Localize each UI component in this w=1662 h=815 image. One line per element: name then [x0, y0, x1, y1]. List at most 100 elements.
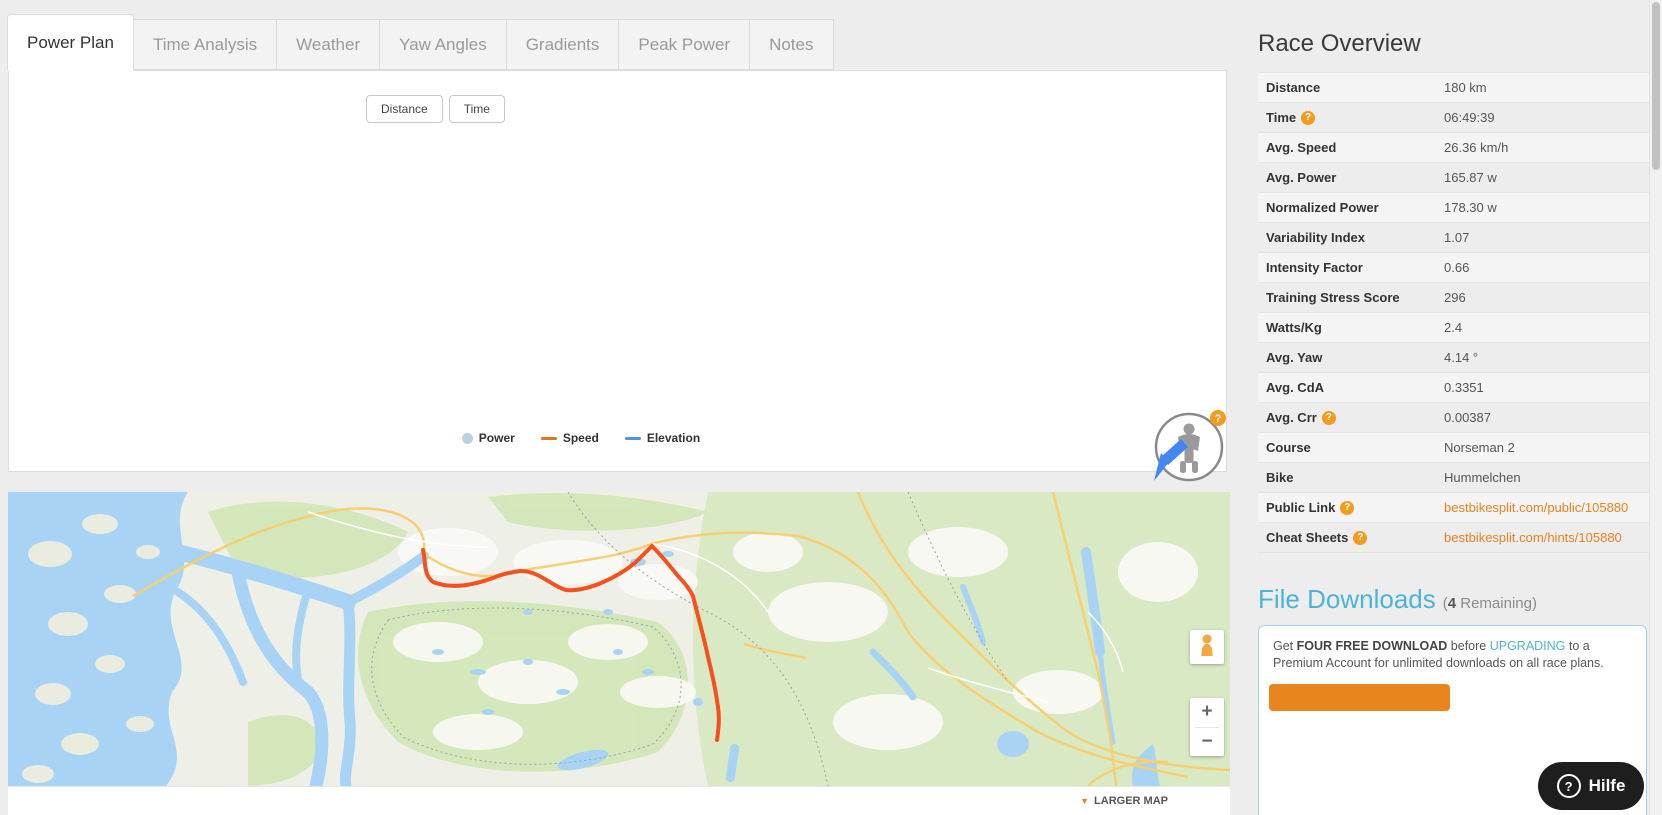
table-row-cheat-sheets: Cheat Sheets? bestbikesplit.com/hints/105…: [1258, 523, 1650, 553]
roads: [132, 492, 1230, 786]
promo-bold: FOUR FREE DOWNLOAD: [1296, 639, 1448, 653]
race-route-line[interactable]: [421, 544, 721, 742]
tab-yaw-angles[interactable]: Yaw Angles: [379, 19, 507, 70]
row-label: Time: [1266, 110, 1297, 125]
tab-bar: Power Plan Time Analysis Weather Yaw Angles…: [7, 14, 1227, 71]
elevation-swatch-icon: [624, 436, 641, 440]
divider: [1195, 726, 1219, 728]
table-row-public-link: Public Link? bestbikesplit.com/public/105…: [1258, 493, 1650, 523]
wind-direction-arrow-icon: [1154, 439, 1188, 481]
legend-item-power[interactable]: Power: [461, 431, 515, 445]
row-label: Avg. Power: [1266, 170, 1337, 185]
minor-roads: [307, 511, 1124, 703]
help-button[interactable]: ? Hilfe: [1538, 762, 1644, 810]
rider-help-icon[interactable]: ?: [1210, 410, 1226, 426]
table-row-avg-speed: Avg. Speed 26.36 km/h: [1258, 133, 1650, 163]
table-row-bike: Bike Hummelchen: [1258, 463, 1650, 493]
row-label: Normalized Power: [1266, 200, 1379, 215]
promo-text: to a Premium Account for unlimited downl…: [1273, 639, 1604, 670]
time-toggle-button[interactable]: Time: [448, 95, 505, 123]
row-value: 1.07: [1444, 230, 1470, 245]
row-value: Norseman 2: [1444, 440, 1515, 455]
help-icon[interactable]: ?: [1340, 500, 1355, 515]
help-icon[interactable]: ?: [1321, 410, 1336, 425]
table-row-intensity-factor: Intensity Factor 0.66: [1258, 253, 1650, 283]
map-canvas[interactable]: [8, 492, 1230, 786]
download-button-erg-power[interactable]: [1269, 683, 1450, 711]
right-panel: Race Overview Distance 180 km Time? 06:49:3…: [1258, 0, 1650, 815]
file-downloads-header: File Downloads (4 Remaining): [1258, 584, 1537, 615]
promo-text: before: [1447, 639, 1490, 653]
table-row-watts-kg: Watts/Kg 2.4: [1258, 313, 1650, 343]
distance-toggle-button[interactable]: Distance: [366, 95, 443, 123]
scrollbar-thumb[interactable]: [1652, 2, 1660, 170]
row-value: 06:49:39: [1444, 110, 1495, 125]
row-value-link[interactable]: bestbikesplit.com/hints/105880: [1444, 530, 1622, 545]
row-label: Bike: [1266, 470, 1294, 485]
lakes: [432, 551, 1160, 786]
svg-text:?: ?: [1215, 413, 1222, 425]
row-value: 0.66: [1444, 260, 1470, 275]
tab-power-plan[interactable]: Power Plan: [7, 14, 134, 71]
table-row-time: Time? 06:49:39: [1258, 103, 1650, 133]
street-view-pegman-control[interactable]: [1190, 630, 1224, 664]
power-swatch-icon: [461, 432, 473, 444]
question-mark-icon: ?: [1556, 774, 1581, 798]
legend-label: Elevation: [646, 431, 701, 445]
row-label: Avg. Yaw: [1266, 350, 1323, 365]
upgrading-link[interactable]: UPGRADING: [1489, 639, 1566, 653]
row-value-link[interactable]: bestbikesplit.com/public/105880: [1444, 500, 1629, 515]
row-value: 180 km: [1444, 80, 1487, 95]
legend-label: Power: [478, 431, 515, 445]
tab-time-analysis[interactable]: Time Analysis: [132, 19, 278, 70]
row-label: Training Stress Score: [1266, 290, 1400, 305]
promo-text: Get: [1273, 639, 1297, 653]
legend-item-elevation[interactable]: Elevation: [624, 431, 701, 445]
help-icon[interactable]: ?: [1353, 530, 1368, 545]
wind-rider-widget: ?: [1154, 410, 1226, 482]
tab-gradients[interactable]: Gradients: [505, 19, 620, 70]
tab-notes[interactable]: Notes: [749, 19, 834, 70]
table-row-variability-index: Variability Index 1.07: [1258, 223, 1650, 253]
help-icon[interactable]: ?: [1301, 110, 1316, 125]
map-zoom-control: + −: [1190, 698, 1224, 756]
power-speed-elevation-chart[interactable]: [9, 137, 1228, 427]
legend-label: Speed: [562, 431, 599, 445]
row-value: 4.14 °: [1444, 350, 1479, 365]
speed-swatch-icon: [540, 436, 557, 440]
zoom-out-button[interactable]: −: [1201, 730, 1213, 752]
larger-map-label: LARGER MAP: [1094, 795, 1168, 807]
row-label: Intensity Factor: [1266, 260, 1363, 275]
chart-legend: Power Speed Elevation: [89, 431, 1073, 445]
row-value: 0.00387: [1444, 410, 1491, 425]
table-row-avg-power: Avg. Power 165.87 w: [1258, 163, 1650, 193]
pegman-icon: [1201, 634, 1213, 656]
row-label: Public Link: [1266, 500, 1336, 515]
islands: [22, 514, 160, 783]
row-value: 165.87 w: [1444, 170, 1497, 185]
table-row-normalized-power: Normalized Power 178.30 w: [1258, 193, 1650, 223]
remaining-count: 4: [1447, 595, 1457, 612]
downloads-remaining: (4 Remaining): [1443, 595, 1537, 613]
mountain-patches: [393, 527, 1198, 750]
larger-map-button[interactable]: ▼ LARGER MAP: [1080, 795, 1168, 807]
row-value: 2.4: [1444, 320, 1463, 335]
legend-item-speed[interactable]: Speed: [540, 431, 599, 445]
table-row-course: Course Norseman 2: [1258, 433, 1650, 463]
remaining-open: (: [1442, 595, 1448, 612]
row-value: Hummelchen: [1444, 470, 1521, 485]
row-value: 296: [1444, 290, 1466, 305]
row-label: Cheat Sheets: [1266, 530, 1349, 545]
rivers: [869, 547, 1116, 745]
tab-peak-power[interactable]: Peak Power: [618, 19, 751, 70]
tab-weather[interactable]: Weather: [276, 19, 381, 70]
chart-mode-toggle: Distance Time: [366, 95, 505, 123]
page-scrollbar: [1649, 0, 1662, 815]
zoom-in-button[interactable]: +: [1201, 701, 1213, 723]
race-overview-table: Distance 180 km Time? 06:49:39 Avg. Speed 26.…: [1258, 72, 1650, 553]
route-map[interactable]: + −: [8, 492, 1230, 786]
row-label: Avg. CdA: [1266, 380, 1325, 395]
table-row-avg-yaw: Avg. Yaw 4.14 °: [1258, 343, 1650, 373]
help-label: Hilfe: [1588, 776, 1626, 795]
